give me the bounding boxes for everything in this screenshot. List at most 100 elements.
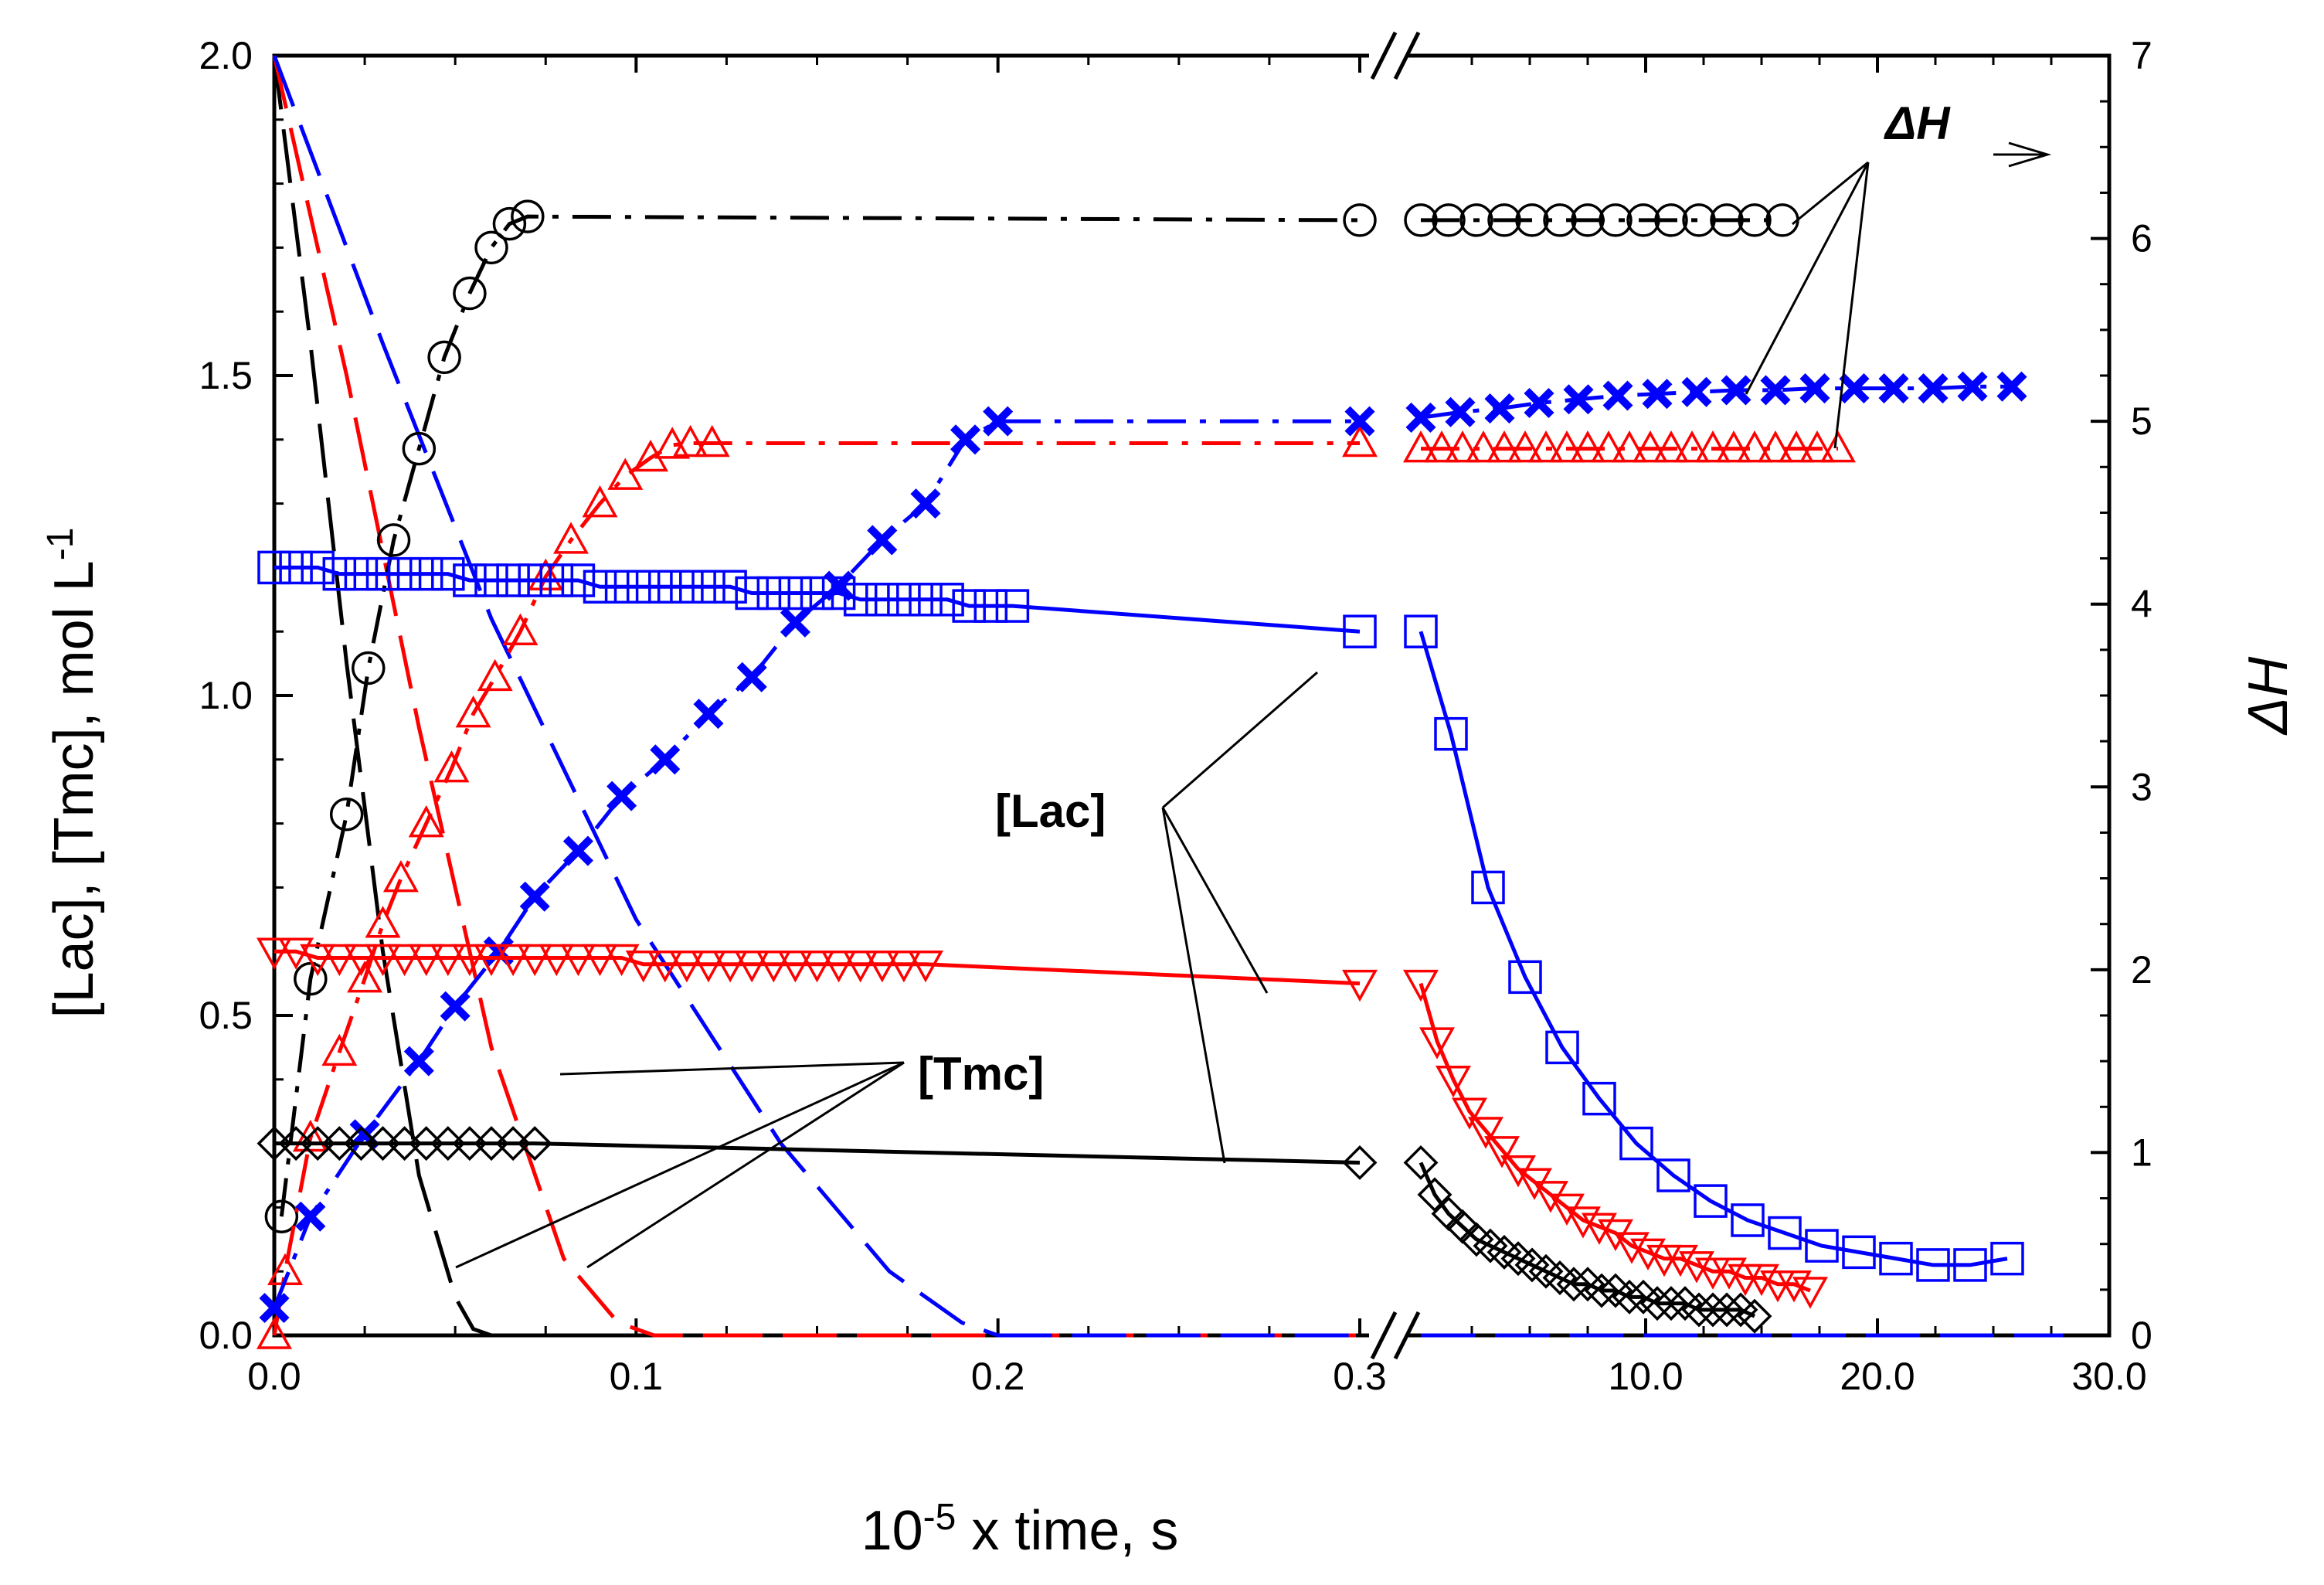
series-point-3 — [604, 570, 639, 604]
series-point-3 — [1471, 870, 1505, 905]
series-point-0 — [427, 340, 461, 375]
series-point-1 — [1528, 430, 1564, 463]
series-point-0 — [376, 523, 411, 557]
series-point-2 — [1957, 371, 1988, 402]
y-axis-title-left-exp: -1 — [40, 528, 81, 561]
series-point-0 — [453, 276, 487, 311]
y-left-tick-label: 1.5 — [199, 354, 253, 397]
series-point-4 — [495, 944, 532, 977]
series-point-2 — [1563, 384, 1594, 415]
series-line-left-5 — [274, 1141, 1361, 1165]
series-point-4 — [430, 944, 466, 977]
x-axis-title: 10-5 x time, s — [861, 1497, 1179, 1563]
series-point-4 — [777, 951, 814, 983]
series-point-5 — [517, 1126, 552, 1162]
axis-break-mark-top — [1393, 31, 1421, 80]
series-point-4 — [799, 951, 835, 983]
series-point-5 — [1556, 1267, 1592, 1302]
series-point-1 — [1403, 430, 1439, 463]
series-point-3 — [518, 563, 552, 597]
y-left-tick-label: 2.0 — [199, 34, 253, 77]
series-point-4 — [908, 951, 943, 983]
series-point-0 — [264, 1199, 299, 1233]
series-line-right-2 — [1420, 384, 2012, 420]
series-point-4 — [343, 944, 379, 977]
series-point-3 — [909, 583, 943, 617]
series-point-3 — [735, 576, 769, 611]
series-point-0 — [1343, 203, 1377, 237]
y-right-tick-label: 5 — [2131, 400, 2152, 443]
series-point-5 — [1695, 1292, 1731, 1328]
series-point-4 — [1403, 969, 1439, 1002]
y-right-tick-label: 1 — [2131, 1131, 2152, 1174]
y-left-tick-label: 0.5 — [199, 994, 253, 1037]
series-point-4 — [864, 951, 900, 983]
series-point-2 — [1445, 396, 1476, 427]
series-point-3 — [821, 576, 856, 611]
series-point-3 — [930, 583, 964, 617]
series-point-3 — [1694, 1184, 1728, 1218]
series-point-4 — [885, 951, 922, 983]
y-right-tick-label: 0 — [2131, 1314, 2152, 1357]
x-axis-title-rest: x time, s — [956, 1500, 1178, 1562]
series-point-2 — [1918, 373, 1949, 404]
series-point-4 — [1711, 1257, 1747, 1290]
series-point-4 — [712, 951, 749, 983]
series-point-0 — [492, 206, 527, 241]
series-point-4 — [408, 944, 444, 977]
series-point-4 — [756, 951, 792, 983]
series-point-3 — [539, 563, 574, 597]
series-line-left-1 — [272, 441, 1360, 1336]
y-right-tick-label: 2 — [2131, 948, 2152, 991]
series-point-3 — [952, 589, 986, 623]
series-point-3 — [409, 556, 443, 591]
series-point-3 — [648, 570, 682, 604]
series-point-5 — [1681, 1292, 1717, 1328]
series-point-0 — [1654, 203, 1688, 237]
series-point-3 — [973, 589, 1008, 623]
lac-leader-line — [1162, 671, 1318, 809]
series-point-1 — [1820, 430, 1856, 463]
series-point-1 — [321, 1033, 358, 1066]
series-point-1 — [502, 613, 539, 645]
plot-area: 0.0 0.1 0.2 0.3 10.0 20.0 30.0 0.0 0.5 1.0 1.5 2.0 0… — [199, 31, 2152, 1398]
series-point-3 — [626, 570, 661, 604]
series-point-4 — [257, 937, 292, 970]
lac-leader-line — [1161, 807, 1226, 1164]
series-point-4 — [603, 944, 640, 977]
series-point-3 — [1582, 1081, 1616, 1116]
x-axis-title-base: 10 — [861, 1500, 923, 1562]
series-point-2 — [519, 881, 550, 912]
series-point-3 — [1990, 1241, 2024, 1276]
series-point-3 — [843, 583, 878, 617]
series-point-0 — [1515, 203, 1549, 237]
series-point-1 — [1466, 430, 1501, 463]
lac-leader-line — [1161, 807, 1269, 994]
series-point-2 — [1642, 379, 1673, 410]
series-point-1 — [1549, 430, 1585, 463]
series-point-4 — [647, 951, 683, 983]
series-point-3 — [778, 576, 813, 611]
series-point-1 — [257, 1317, 292, 1349]
series-point-0 — [1404, 203, 1438, 237]
series-line-left-3 — [274, 565, 1361, 634]
series-point-1 — [1799, 430, 1835, 463]
series-point-0 — [294, 961, 328, 996]
x-axis-title-exp: -5 — [923, 1497, 956, 1538]
series-point-1 — [607, 457, 644, 490]
series-point-2 — [295, 1201, 326, 1232]
annotation-tmc: [Tmc] — [918, 1048, 1044, 1100]
series-point-4 — [451, 944, 488, 977]
series-point-4 — [625, 951, 661, 983]
tmc-leader-line — [586, 1061, 905, 1269]
series-point-1 — [553, 522, 589, 554]
x-tick-label: 20.0 — [1840, 1355, 1915, 1398]
series-point-0 — [1626, 203, 1660, 237]
x-tick-label: 0.3 — [1333, 1355, 1387, 1398]
series-point-2 — [693, 699, 724, 730]
series-point-2 — [1996, 371, 2027, 402]
series-point-3 — [474, 563, 508, 597]
y-axis-title-left-main: [Lac], [Tmc], mol L — [43, 560, 105, 1018]
series-point-4 — [386, 944, 423, 977]
series-point-2 — [780, 607, 810, 638]
